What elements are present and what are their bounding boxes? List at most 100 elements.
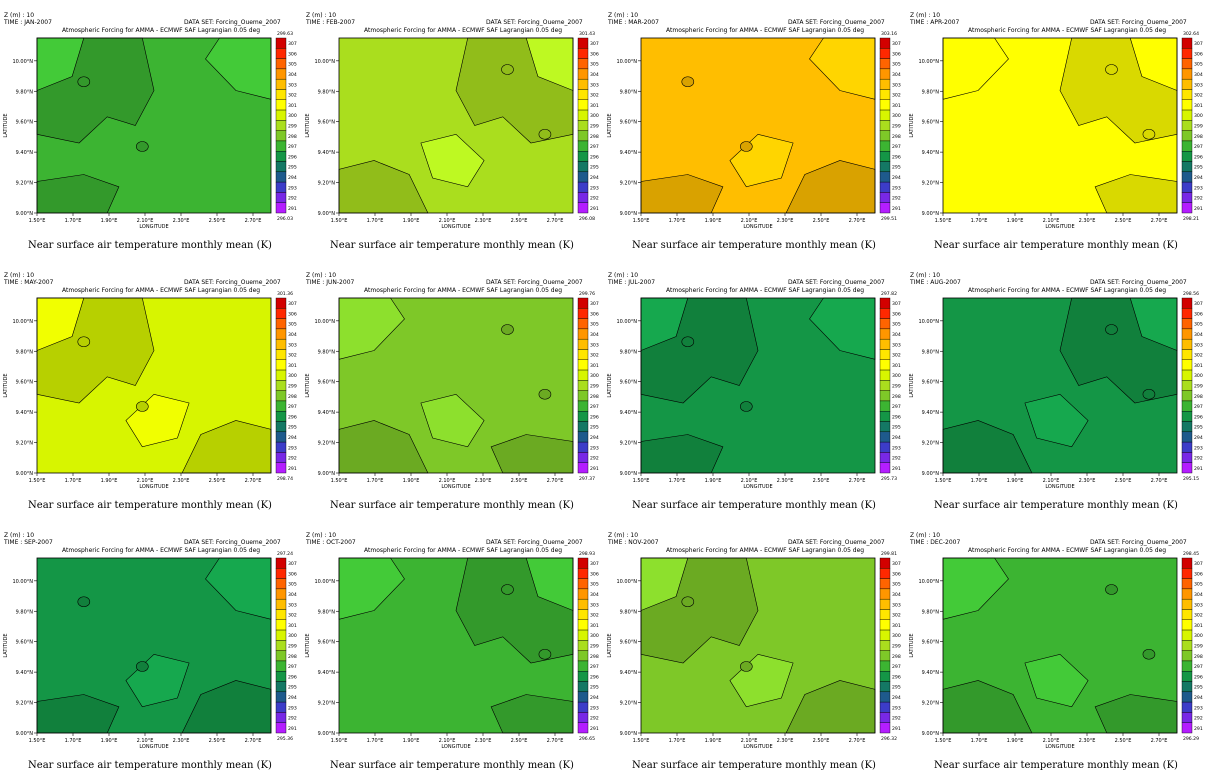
colorbar-swatch (275, 369, 287, 381)
colorbar-swatch (275, 691, 287, 703)
time-label: TIME : FEB-2007 (306, 19, 356, 26)
colorbar-label: 304 (288, 592, 297, 598)
colorbar-label: 302 (1194, 613, 1203, 619)
y-tick-label: 9.40°N (318, 410, 336, 416)
plot-frame (942, 557, 1178, 734)
colorbar-swatch (577, 58, 589, 70)
x-tick-label: 1.70°E (971, 218, 988, 224)
colorbar-label: 302 (590, 613, 599, 619)
y-tick-label: 10.00°N (616, 319, 637, 325)
colorbar-swatch (577, 421, 589, 433)
colorbar-swatch (1181, 297, 1193, 309)
colorbar-label: 304 (590, 592, 599, 598)
colorbar-swatch (879, 130, 891, 142)
colorbar-swatch (1181, 140, 1193, 152)
colorbar-swatch (879, 192, 891, 203)
colorbar-label: 295 (590, 685, 599, 691)
z-level-label: Z (m) : 10 (306, 272, 337, 279)
plot-title: Atmospheric Forcing for AMMA - ECMWF SAF… (364, 547, 563, 554)
map-panel: Z (m) : 10 TIME : APR-2007 DATA SET: Forci… (906, 0, 1206, 258)
colorbar-label: 307 (590, 301, 599, 307)
colorbar-swatch (577, 390, 589, 402)
x-axis-label: LONGITUDE (139, 484, 168, 490)
colorbar-swatch (275, 578, 287, 590)
colorbar-label: 294 (1194, 175, 1203, 181)
y-axis-label: LATITUDE (909, 113, 915, 137)
colorbar-label: 304 (590, 332, 599, 338)
y-tick-label: 9.20°N (922, 701, 940, 707)
x-tick-label: 2.30°E (475, 738, 492, 744)
z-level-label: Z (m) : 10 (608, 12, 639, 19)
colorbar-swatch (1181, 181, 1193, 193)
y-tick-label: 9.60°N (922, 380, 940, 386)
x-tick-label: 2.30°E (173, 218, 190, 224)
colorbar-swatch (879, 691, 891, 703)
colorbar-min: 296.03 (277, 216, 293, 222)
x-tick-label: 2.50°E (1115, 218, 1132, 224)
colorbar-label: 302 (892, 613, 901, 619)
x-tick-label: 2.10°E (137, 738, 154, 744)
x-tick-label: 1.50°E (633, 738, 650, 744)
y-tick-label: 9.80°N (318, 349, 336, 355)
x-tick-label: 1.70°E (65, 218, 82, 224)
colorbar-swatch (577, 89, 589, 100)
dataset-label: DATA SET: Forcing_Oueme_2007 (184, 539, 281, 546)
colorbar-swatch (1181, 452, 1193, 463)
y-tick-label: 10.00°N (12, 579, 33, 585)
colorbar-swatch (275, 58, 287, 70)
x-tick-label: 1.90°E (1007, 478, 1024, 484)
map-svg: 1.50°E 1.70°E 1.90°E 2.10°E 2.30°E 2.50°E 2.70… (909, 31, 1203, 230)
colorbar-swatch (577, 400, 589, 412)
plot-frame (640, 557, 876, 734)
colorbar-label: 307 (1194, 561, 1203, 567)
x-tick-label: 2.50°E (209, 478, 226, 484)
contour-cell (1142, 128, 1156, 140)
y-tick-label: 9.00°N (620, 731, 638, 737)
colorbar-label: 306 (892, 311, 901, 317)
colorbar-label: 298 (1194, 394, 1203, 400)
map-svg: 1.50°E 1.70°E 1.90°E 2.10°E 2.30°E 2.50°E 2.70… (607, 31, 901, 230)
x-tick-label: 2.30°E (173, 738, 190, 744)
colorbar-min: 299.51 (881, 216, 897, 222)
colorbar-label: 291 (892, 206, 901, 212)
z-level-label: Z (m) : 10 (608, 532, 639, 539)
colorbar-label: 291 (1194, 726, 1203, 732)
colorbar-swatch (879, 452, 891, 463)
colorbar-label: 294 (288, 435, 297, 441)
colorbar-swatch (879, 78, 891, 90)
colorbar-label: 306 (1194, 51, 1203, 57)
colorbar-label: 304 (1194, 72, 1203, 78)
x-tick-label: 1.50°E (29, 478, 46, 484)
y-axis-label: LATITUDE (3, 373, 9, 397)
colorbar-max: 301.43 (579, 31, 595, 37)
x-tick-label: 2.50°E (209, 738, 226, 744)
colorbar-label: 293 (1194, 705, 1203, 711)
colorbar-label: 299 (288, 644, 297, 650)
x-tick-label: 1.90°E (1007, 218, 1024, 224)
colorbar-swatch (275, 297, 287, 309)
colorbar-label: 293 (1194, 185, 1203, 191)
contour-cell (77, 336, 91, 348)
colorbar-label: 305 (590, 322, 599, 328)
colorbar-label: 293 (288, 705, 297, 711)
x-tick-label: 1.50°E (29, 218, 46, 224)
colorbar-label: 293 (590, 445, 599, 451)
y-tick-label: 9.60°N (620, 380, 638, 386)
x-tick-label: 2.10°E (741, 738, 758, 744)
colorbar-swatch (1181, 78, 1193, 90)
panel-caption: Near surface air temperature monthly mea… (28, 760, 272, 771)
panel-caption: Near surface air temperature monthly mea… (632, 240, 876, 251)
colorbar-swatch (275, 629, 287, 641)
colorbar-label: 292 (288, 716, 297, 722)
colorbar-max: 297.24 (277, 551, 293, 557)
colorbar-label: 306 (1194, 311, 1203, 317)
colorbar-label: 295 (892, 165, 901, 171)
y-tick-label: 9.20°N (922, 441, 940, 447)
colorbar-swatch (879, 701, 891, 713)
colorbar-label: 303 (590, 602, 599, 608)
colorbar-swatch (275, 48, 287, 59)
colorbar-swatch (577, 130, 589, 142)
colorbar-swatch (275, 671, 287, 682)
colorbar-swatch (879, 68, 891, 80)
colorbar-label: 301 (288, 623, 297, 629)
